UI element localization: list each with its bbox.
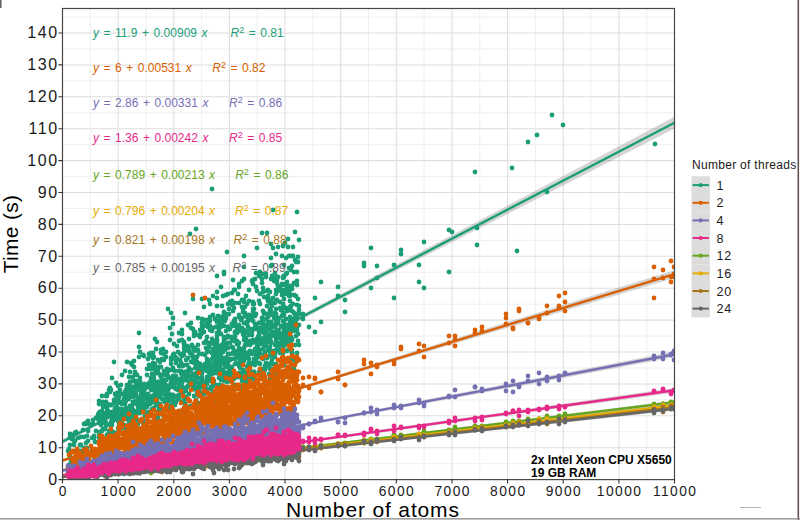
svg-text:40: 40 <box>38 343 59 360</box>
svg-text:6000: 6000 <box>379 484 416 499</box>
svg-text:0: 0 <box>48 471 59 488</box>
svg-text:R2 = 0.87: R2 = 0.87 <box>235 203 288 218</box>
svg-text:y = 0.789 + 0.00213 x: y = 0.789 + 0.00213 x <box>92 168 216 182</box>
svg-text:19 GB RAM: 19 GB RAM <box>531 466 596 480</box>
svg-text:10000: 10000 <box>597 484 643 499</box>
svg-text:11000: 11000 <box>653 484 698 499</box>
svg-text:Number of atoms: Number of atoms <box>286 498 460 520</box>
svg-text:10: 10 <box>38 439 59 456</box>
svg-text:y = 0.796 + 0.00204 x: y = 0.796 + 0.00204 x <box>92 204 216 218</box>
svg-text:8000: 8000 <box>490 484 527 499</box>
svg-text:R2 = 0.86: R2 = 0.86 <box>229 95 282 110</box>
svg-text:y = 2.86 + 0.00331 x: y = 2.86 + 0.00331 x <box>92 96 209 110</box>
svg-text:0: 0 <box>59 484 68 499</box>
svg-text:50: 50 <box>38 311 59 328</box>
svg-text:140: 140 <box>27 24 59 41</box>
svg-text:R2 = 0.82: R2 = 0.82 <box>212 60 265 75</box>
svg-text:9000: 9000 <box>546 484 583 499</box>
svg-text:70: 70 <box>38 248 59 265</box>
svg-text:R2 = 0.88: R2 = 0.88 <box>234 232 287 247</box>
svg-text:60: 60 <box>38 279 59 296</box>
svg-text:90: 90 <box>38 184 59 201</box>
svg-text:y = 0.785 + 0.00195 x: y = 0.785 + 0.00195 x <box>92 261 216 275</box>
svg-text:Number of threads: Number of threads <box>692 158 796 172</box>
svg-text:130: 130 <box>27 56 59 73</box>
svg-text:y = 11.9 + 0.00909 x: y = 11.9 + 0.00909 x <box>92 26 209 40</box>
svg-text:7000: 7000 <box>434 484 471 499</box>
svg-text:30: 30 <box>38 375 59 392</box>
svg-text:20: 20 <box>38 407 59 424</box>
svg-text:Time (s): Time (s) <box>0 195 22 274</box>
svg-text:y = 0.821 + 0.00198 x: y = 0.821 + 0.00198 x <box>92 233 216 247</box>
svg-text:R2 = 0.85: R2 = 0.85 <box>229 130 282 145</box>
svg-text:2000: 2000 <box>156 484 193 499</box>
svg-text:24: 24 <box>716 302 732 316</box>
svg-text:120: 120 <box>27 88 59 105</box>
svg-text:R2 = 0.86: R2 = 0.86 <box>235 167 288 182</box>
svg-text:20: 20 <box>716 285 732 299</box>
svg-text:R2 = 0.89: R2 = 0.89 <box>233 260 286 275</box>
svg-text:1000: 1000 <box>101 484 138 499</box>
svg-text:4: 4 <box>716 214 724 228</box>
svg-text:3000: 3000 <box>212 484 249 499</box>
svg-text:4000: 4000 <box>267 484 304 499</box>
svg-text:y = 6 + 0.00531 x: y = 6 + 0.00531 x <box>92 61 193 75</box>
svg-text:y = 1.36 + 0.00242 x: y = 1.36 + 0.00242 x <box>92 131 209 145</box>
svg-text:16: 16 <box>716 267 732 281</box>
svg-text:5000: 5000 <box>323 484 360 499</box>
svg-text:R2 = 0.81: R2 = 0.81 <box>231 25 284 40</box>
svg-text:80: 80 <box>38 216 59 233</box>
svg-text:2: 2 <box>716 196 724 210</box>
svg-text:2x Intel Xeon CPU X5650: 2x Intel Xeon CPU X5650 <box>531 453 672 467</box>
svg-text:1: 1 <box>716 179 724 193</box>
svg-text:8: 8 <box>716 232 724 246</box>
svg-text:12: 12 <box>716 249 732 263</box>
svg-text:100: 100 <box>27 152 59 169</box>
svg-text:110: 110 <box>28 120 58 137</box>
